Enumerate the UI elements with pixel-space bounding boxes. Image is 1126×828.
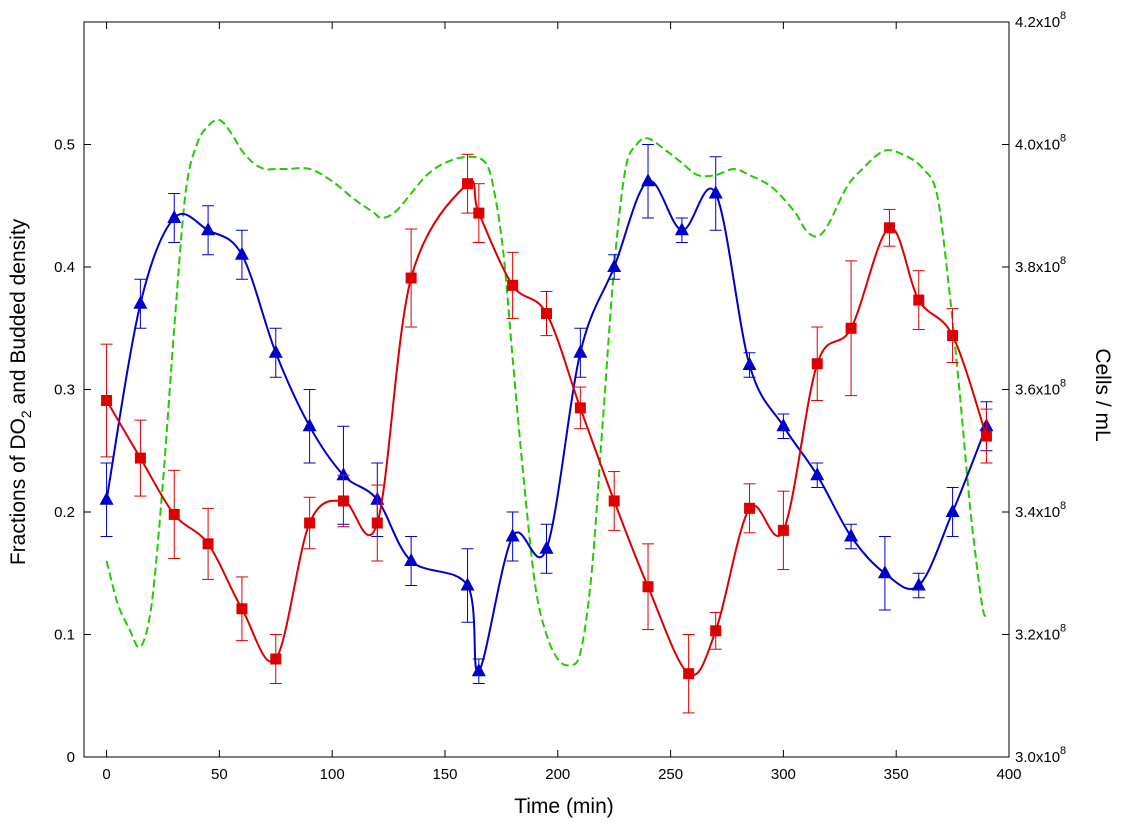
data-point	[683, 668, 695, 680]
y-right-tick-label: 4.0x108	[1015, 133, 1066, 154]
data-point	[913, 294, 925, 306]
data-point	[674, 222, 689, 236]
data-point	[371, 517, 383, 529]
data-point	[302, 418, 317, 432]
data-point	[742, 356, 757, 370]
data-point	[236, 603, 248, 615]
data-point	[710, 625, 722, 637]
data-point	[877, 565, 892, 579]
data-point	[507, 279, 519, 291]
data-point	[810, 467, 825, 481]
data-point	[201, 222, 216, 236]
axes: 0 50 100 150 200 250 300 350 400 0 0.1 0.2 0.3 0.4 0.5…	[54, 10, 1066, 783]
data-point	[234, 246, 249, 260]
y-left-tick-label: 0.3	[54, 382, 75, 399]
data-point	[460, 577, 475, 591]
series-line	[105, 118, 988, 667]
data-point	[641, 173, 656, 187]
data-point	[947, 330, 959, 342]
x-tick-label: 350	[884, 766, 909, 783]
y-axis-right-title: Cells / mL	[1091, 348, 1114, 441]
x-tick-label: 250	[658, 766, 683, 783]
y-right-tick-label: 3.4x108	[1015, 500, 1066, 521]
y-right-tick-label: 3.0x108	[1015, 745, 1066, 766]
series-2	[105, 118, 988, 667]
series-1	[100, 153, 993, 714]
data-point	[708, 185, 723, 199]
data-point	[945, 503, 960, 517]
data-point	[405, 272, 417, 284]
data-point	[505, 528, 520, 542]
data-point	[980, 430, 992, 442]
data-point	[574, 402, 586, 414]
x-tick-label: 50	[211, 766, 228, 783]
data-point	[541, 308, 552, 320]
y-axis-left-title-subscript: 2	[18, 410, 34, 418]
data-point	[270, 653, 282, 665]
data-point	[462, 178, 474, 190]
y-left-tick-label: 0	[67, 749, 75, 766]
x-axis-title: Time (min)	[514, 795, 614, 818]
data-point	[101, 395, 113, 407]
x-tick-label: 100	[320, 766, 345, 783]
y-right-tick-label: 3.6x108	[1015, 378, 1066, 399]
x-tick-label: 150	[432, 766, 457, 783]
y-right-tick-label: 4.2x108	[1015, 10, 1066, 31]
y-axis-left-title: Fractions of DO2 and Budded density	[7, 218, 34, 565]
data-point	[844, 528, 859, 542]
y-left-tick-label: 0.1	[54, 627, 75, 644]
data-point	[473, 207, 485, 219]
data-point	[608, 495, 620, 507]
plot-area	[99, 118, 994, 714]
data-point	[134, 452, 146, 464]
x-tick-label: 200	[545, 766, 570, 783]
data-point	[776, 418, 791, 432]
series-0	[99, 144, 994, 684]
data-point	[573, 344, 588, 358]
data-point	[268, 344, 283, 358]
y-left-tick-label: 0.2	[54, 504, 75, 521]
x-tick-label: 0	[102, 766, 110, 783]
data-point	[607, 258, 622, 272]
data-point	[404, 552, 419, 566]
data-point	[744, 502, 756, 514]
data-point	[168, 508, 180, 520]
data-point	[471, 663, 486, 677]
data-point	[777, 524, 789, 536]
data-point	[304, 517, 316, 529]
y-left-tick-label: 0.4	[54, 259, 75, 276]
data-point	[845, 322, 857, 334]
y-left-tick-label: 0.5	[54, 137, 75, 154]
data-point	[99, 491, 114, 505]
data-point	[911, 577, 926, 591]
data-point	[642, 581, 654, 593]
data-point	[133, 295, 148, 309]
data-point	[539, 540, 554, 554]
y-right-tick-label: 3.2x108	[1015, 623, 1066, 644]
x-tick-label: 300	[771, 766, 796, 783]
x-tick-label: 400	[996, 766, 1021, 783]
data-point	[167, 209, 182, 223]
data-point	[336, 467, 351, 481]
y-right-tick-label: 3.8x108	[1015, 255, 1066, 276]
data-point	[883, 222, 895, 234]
data-point	[811, 358, 823, 370]
data-point	[202, 538, 214, 550]
axes-frame	[83, 21, 1010, 758]
data-point	[337, 495, 349, 507]
